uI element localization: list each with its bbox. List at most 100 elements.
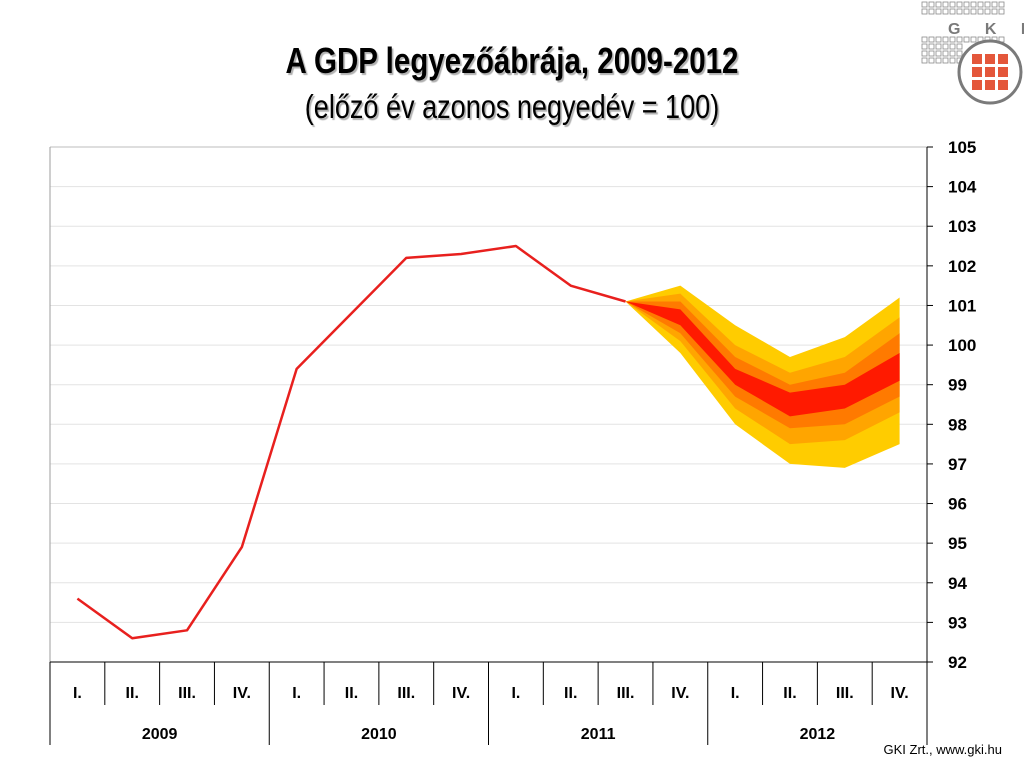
y-tick-label: 102: [948, 257, 976, 276]
logo-dot: [991, 8, 998, 15]
logo-dot: [928, 57, 935, 64]
x-year-label: 2009: [142, 726, 178, 743]
logo-dot: [935, 36, 942, 43]
logo-dot: [963, 8, 970, 15]
y-tick-label: 97: [948, 455, 967, 474]
logo-dot: [935, 57, 942, 64]
logo-dot: [963, 1, 970, 8]
logo-dot: [977, 8, 984, 15]
logo-dot: [949, 57, 956, 64]
logo-dot: [942, 50, 949, 57]
x-tick-label: III.: [178, 685, 196, 702]
logo-dot: [949, 50, 956, 57]
x-tick-label: II.: [345, 685, 358, 702]
logo-dot: [949, 8, 956, 15]
logo-square: [998, 67, 1008, 77]
y-tick-label: 96: [948, 495, 967, 514]
x-tick-label: I.: [511, 685, 520, 702]
chart-title: A GDP legyezőábrája, 2009-2012: [285, 40, 739, 81]
x-tick-label: I.: [292, 685, 301, 702]
gki-logo-icon: G K I: [921, 1, 1024, 105]
logo-dot: [956, 43, 963, 50]
x-tick-label: IV.: [233, 685, 251, 702]
logo-dot: [977, 1, 984, 8]
logo-dot: [956, 50, 963, 57]
x-year-label: 2011: [581, 726, 616, 743]
logo-dot: [935, 50, 942, 57]
logo-dot: [998, 8, 1005, 15]
logo-square: [972, 80, 982, 90]
logo-square: [985, 54, 995, 64]
logo-square: [972, 67, 982, 77]
logo-dot: [935, 8, 942, 15]
logo-square: [972, 54, 982, 64]
y-tick-label: 98: [948, 415, 967, 434]
logo-dot: [928, 43, 935, 50]
y-tick-label: 104: [948, 178, 977, 197]
gdp-series-line: [76, 244, 626, 640]
x-tick-label: III.: [397, 685, 415, 702]
logo-dot: [935, 1, 942, 8]
logo-dot: [942, 8, 949, 15]
logo-dot: [970, 8, 977, 15]
logo-dot: [949, 36, 956, 43]
x-year-label: 2012: [800, 726, 836, 743]
logo-dot: [970, 36, 977, 43]
y-tick-label: 103: [948, 217, 976, 236]
logo-dot: [921, 8, 928, 15]
logo-square: [985, 80, 995, 90]
y-tick-label: 94: [948, 574, 967, 593]
y-tick-label: 100: [948, 336, 976, 355]
logo-dot: [921, 57, 928, 64]
logo-dot: [956, 8, 963, 15]
logo-dot: [921, 1, 928, 8]
logo-square: [998, 54, 1008, 64]
x-tick-label: I.: [731, 685, 740, 702]
logo-dot: [928, 36, 935, 43]
logo-dot: [956, 1, 963, 8]
logo-square: [998, 80, 1008, 90]
logo-dot: [949, 43, 956, 50]
x-tick-label: III.: [617, 685, 635, 702]
logo-dot: [991, 1, 998, 8]
logo-dot: [928, 8, 935, 15]
logo-dot: [956, 36, 963, 43]
footer-credit: GKI Zrt., www.gki.hu: [883, 742, 1002, 757]
y-tick-label: 99: [948, 376, 967, 395]
logo-dot: [949, 1, 956, 8]
logo-dot: [963, 36, 970, 43]
y-tick-label: 95: [948, 534, 967, 553]
x-tick-label: III.: [836, 685, 854, 702]
y-tick-label: 92: [948, 653, 967, 672]
logo-dot: [942, 36, 949, 43]
logo-square: [985, 67, 995, 77]
x-tick-label: IV.: [671, 685, 689, 702]
x-tick-label: I.: [73, 685, 82, 702]
y-tick-label: 105: [948, 138, 976, 157]
x-tick-label: IV.: [891, 685, 909, 702]
x-tick-label: II.: [564, 685, 577, 702]
x-year-label: 2010: [361, 726, 397, 743]
logo-dot: [928, 50, 935, 57]
y-tick-label: 101: [948, 296, 976, 315]
logo-dot: [984, 1, 991, 8]
y-tick-label: 93: [948, 613, 967, 632]
x-tick-label: II.: [126, 685, 139, 702]
logo-dot: [984, 8, 991, 15]
logo-text: G K I: [948, 21, 1024, 38]
logo-dot: [921, 43, 928, 50]
logo-dot: [970, 1, 977, 8]
logo-dot: [935, 43, 942, 50]
x-tick-label: II.: [783, 685, 796, 702]
logo-dot: [942, 43, 949, 50]
logo-dot: [998, 1, 1005, 8]
x-tick-label: IV.: [452, 685, 470, 702]
logo-dot: [942, 57, 949, 64]
chart-subtitle: (előző év azonos negyedév = 100): [304, 88, 720, 125]
logo-dot: [921, 36, 928, 43]
fan-band: [625, 301, 900, 417]
logo-dot: [921, 50, 928, 57]
logo-dot: [928, 1, 935, 8]
